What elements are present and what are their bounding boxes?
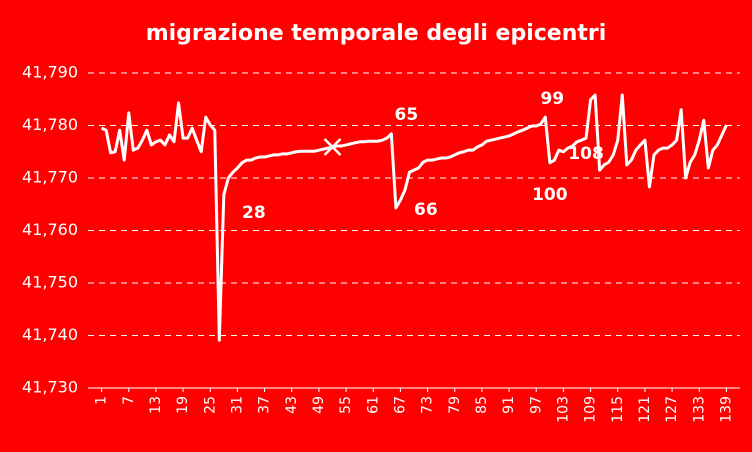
- annotation: 99: [540, 89, 564, 109]
- y-tick-label: 41,740: [22, 325, 78, 344]
- y-tick-label: 41,750: [22, 273, 78, 292]
- x-tick-label: 67: [392, 396, 408, 414]
- x-tick-label: 91: [501, 396, 517, 414]
- x-tick-label: 109: [583, 396, 599, 423]
- annotation: 66: [414, 200, 438, 220]
- data-line: [100, 93, 728, 342]
- x-tick-label: 139: [718, 396, 734, 423]
- x-tick-label: 49: [311, 396, 327, 414]
- y-tick-label: 41,760: [22, 220, 78, 239]
- x-tick-label: 13: [148, 396, 164, 414]
- x-tick-label: 31: [229, 396, 245, 414]
- x-tick-label: 127: [664, 396, 680, 423]
- y-tick-label: 41,730: [22, 378, 78, 397]
- x-tick-label: 19: [175, 396, 191, 414]
- x-tick-label: 1: [94, 396, 110, 405]
- x-tick-label: 103: [555, 396, 571, 423]
- x-tick-label: 55: [338, 396, 354, 414]
- annotation: 28: [242, 203, 266, 223]
- annotation: 108: [568, 144, 604, 164]
- x-tick-label: 79: [447, 396, 463, 414]
- y-tick-label: 41,790: [22, 63, 78, 82]
- x-tick-label: 97: [528, 396, 544, 414]
- x-tick-label: 43: [284, 396, 300, 414]
- chart-title: migrazione temporale degli epicentri: [146, 21, 607, 46]
- x-tick-label: 61: [365, 396, 381, 414]
- x-tick-label: 37: [257, 396, 273, 414]
- x-tick-label: 7: [121, 396, 137, 405]
- x-tick-label: 115: [610, 396, 626, 423]
- cross-marker: [323, 138, 342, 156]
- annotation: 65: [395, 105, 419, 125]
- y-tick-label: 41,770: [22, 168, 78, 187]
- x-tick-label: 85: [474, 396, 490, 414]
- annotation: 100: [532, 185, 568, 205]
- y-tick-label: 41,780: [22, 115, 78, 134]
- x-tick-label: 133: [691, 396, 707, 423]
- x-tick-label: 25: [202, 396, 218, 414]
- x-tick-label: 121: [637, 396, 653, 423]
- x-tick-label: 73: [420, 396, 436, 414]
